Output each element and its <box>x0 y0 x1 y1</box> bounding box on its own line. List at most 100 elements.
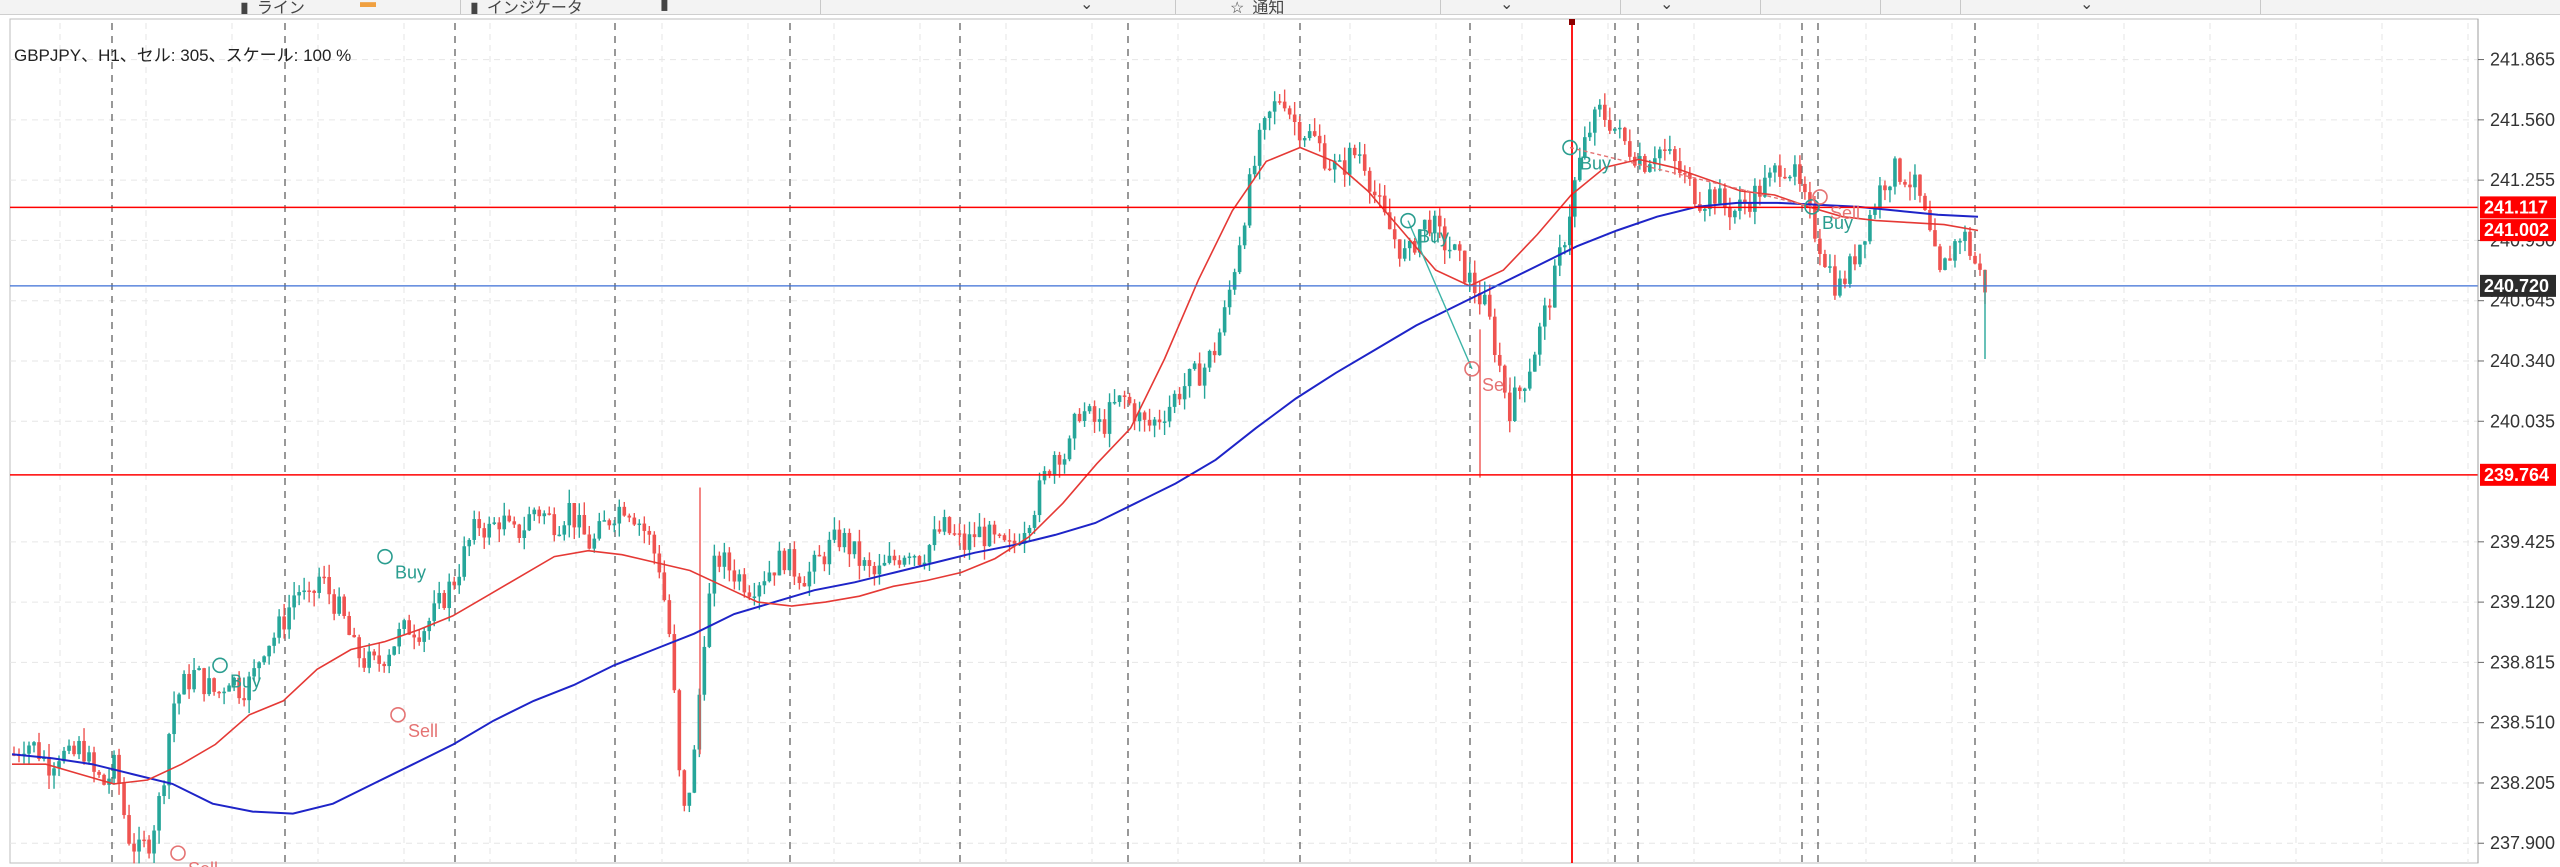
candle-body <box>62 750 66 762</box>
candle-body <box>37 742 41 759</box>
moving-average-fast <box>12 146 1979 785</box>
toolbar-button-label: 通知 <box>1252 0 1285 15</box>
toolbar-button-0[interactable]: ▮ ライン <box>240 0 305 14</box>
candle-body <box>1482 294 1487 305</box>
candle-body <box>1292 114 1297 123</box>
toolbar-button-7[interactable]: ⌄ <box>1660 0 1673 13</box>
candle-body <box>952 533 957 535</box>
candle-body <box>1978 263 1982 270</box>
toolbar-button-3[interactable]: ▮ <box>660 0 669 13</box>
candle-body <box>142 839 146 842</box>
candle-body <box>812 554 817 572</box>
toolbar-button-4[interactable]: ⌄ <box>1080 0 1093 13</box>
candle-body <box>382 663 386 667</box>
candle-body <box>592 538 597 549</box>
candle-body <box>362 658 366 668</box>
candle-body <box>1763 177 1767 197</box>
candle-body <box>1803 183 1807 193</box>
candle-body <box>122 783 126 816</box>
candle-body <box>1633 156 1637 166</box>
vertical-line-handle[interactable] <box>1569 19 1575 25</box>
candle-body <box>1392 229 1397 240</box>
candle-body <box>807 571 812 587</box>
candle-body <box>1928 209 1932 231</box>
candle-body <box>1022 533 1027 544</box>
toolbar-button-label: インジケータ <box>486 0 583 15</box>
candle-body <box>1287 108 1292 115</box>
candle-body <box>372 651 376 656</box>
candle-body <box>57 761 61 769</box>
candle-body <box>1968 231 1972 256</box>
candle-body <box>497 522 502 530</box>
candle-body <box>1367 170 1372 192</box>
candle-body <box>312 590 316 593</box>
candle-body <box>787 549 792 571</box>
candle-body <box>947 517 952 534</box>
candle-body <box>817 554 822 557</box>
toolbar-button-8[interactable]: ⌄ <box>2080 0 2093 13</box>
toolbar-button-5[interactable]: ☆ 通知 <box>1230 0 1285 15</box>
candle-body <box>877 565 882 575</box>
candle-body <box>1858 244 1862 265</box>
candle-body <box>612 523 617 526</box>
candle-body <box>237 677 241 699</box>
candle-body <box>1362 154 1367 171</box>
candle-body <box>212 678 216 692</box>
candle-body <box>412 634 417 638</box>
candle-body <box>1552 265 1557 308</box>
candle-body <box>1042 471 1047 481</box>
signal-marker-buy <box>377 548 393 565</box>
candle-body <box>887 555 892 563</box>
candle-body <box>1948 258 1952 261</box>
candle-body <box>1282 101 1287 109</box>
candle-body <box>27 745 31 754</box>
toolbar-button-2[interactable]: ▮ インジケータ <box>470 0 583 15</box>
candle-body <box>1733 210 1737 218</box>
candle-body <box>52 768 56 776</box>
candle-body <box>1467 272 1472 283</box>
candle-body <box>152 830 156 854</box>
candle-body <box>1873 209 1877 215</box>
candle-body <box>207 678 211 695</box>
candle-body <box>1332 160 1337 170</box>
candle-body <box>137 839 141 852</box>
candle-body <box>767 572 772 582</box>
signal-marker-sell <box>390 706 406 723</box>
candle-body <box>1027 527 1032 534</box>
candle-body <box>367 651 371 668</box>
candle-body <box>737 574 742 582</box>
candle-body <box>1743 199 1747 204</box>
candle-body <box>1252 165 1257 175</box>
price-chart[interactable]: BuySellBuySellBuySellBuyBuySell241.86524… <box>0 15 2560 867</box>
candle-icon: ▮ <box>470 0 479 15</box>
candle-body <box>1868 214 1872 242</box>
toolbar-button-6[interactable]: ⌄ <box>1500 0 1514 13</box>
candle-body <box>942 517 947 532</box>
candle-body <box>227 685 231 692</box>
candle-body <box>292 595 296 608</box>
candle-body <box>547 513 552 515</box>
chart-area[interactable]: BuySellBuySellBuySellBuyBuySell241.86524… <box>0 15 2560 867</box>
candle-body <box>1262 118 1267 130</box>
toolbar-button-1[interactable]: ▬ <box>360 0 376 12</box>
candle-body <box>1462 250 1467 283</box>
dropdown-icon: ⌄ <box>1500 0 1514 13</box>
candle-body <box>1407 241 1412 249</box>
candle-body <box>667 600 672 635</box>
candle-body <box>1783 176 1787 179</box>
candle-body <box>1137 412 1142 422</box>
candle-body <box>187 673 191 690</box>
candle-body <box>202 668 206 695</box>
candle-body <box>1162 421 1167 423</box>
color-swatch-icon: ▬ <box>360 0 376 11</box>
candle-body <box>987 524 992 547</box>
candle-body <box>1723 188 1727 208</box>
candle-body <box>607 520 612 526</box>
candle-body <box>492 522 497 524</box>
candle-body <box>1828 266 1832 268</box>
candle-body <box>722 552 727 567</box>
candle-body <box>1192 363 1197 369</box>
candle-body <box>1242 225 1247 246</box>
candle-body <box>1913 174 1917 188</box>
candle-body <box>272 637 276 646</box>
